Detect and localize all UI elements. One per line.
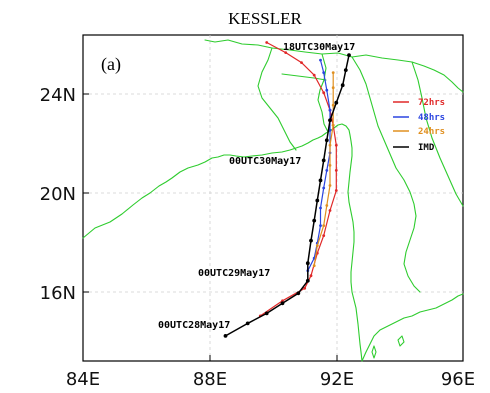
- track-point-24hrs-8: [331, 103, 335, 107]
- track-point-72hrs-3: [309, 274, 313, 278]
- track-point-imd-14: [334, 100, 339, 105]
- track-point-imd-11: [321, 158, 326, 163]
- track-point-imd-6: [305, 261, 310, 266]
- annotation-00utc30may17: 00UTC30May17: [229, 156, 301, 167]
- track-point-imd-9: [315, 198, 320, 203]
- track-point-72hrs-16: [265, 41, 269, 44]
- legend-24hrs-label: 24hrs: [418, 127, 445, 137]
- track-point-72hrs-15: [284, 51, 288, 54]
- track-point-imd-2: [264, 311, 269, 316]
- coastline-myanmar-south: [361, 293, 464, 362]
- track-point-imd-16: [343, 68, 348, 72]
- panel-label: (a): [101, 54, 121, 75]
- track-point-72hrs-8: [334, 169, 338, 172]
- track-point-72hrs-12: [322, 91, 326, 95]
- track-point-24hrs-4: [328, 184, 332, 187]
- inland-boundary-meghalaya: [281, 73, 327, 81]
- legend-72hrs-label: 72hrs: [418, 98, 445, 108]
- track-point-72hrs-9: [334, 143, 338, 147]
- x-tick-label-84e: 84E: [66, 369, 100, 390]
- x-tick-label-88e: 88E: [193, 369, 227, 390]
- track-point-24hrs-5: [328, 164, 332, 167]
- y-axis-ticks: 24N 20N 16N: [40, 85, 89, 304]
- forecast-tracks: [223, 41, 351, 338]
- track-point-imd-4: [296, 291, 301, 296]
- track-point-imd-17: [347, 53, 351, 57]
- track-point-72hrs-14: [300, 61, 303, 64]
- annotation-00utc28may17: 00UTC28May17: [158, 320, 230, 331]
- map-frame: [82, 34, 464, 362]
- track-point-72hrs-13: [312, 73, 316, 77]
- island-cheduba: [397, 335, 405, 347]
- track-point-imd-3: [280, 301, 285, 306]
- track-point-48hrs-9: [328, 108, 332, 112]
- x-tick-label-96e: 96E: [441, 369, 475, 390]
- track-point-48hrs-8: [328, 128, 332, 132]
- track-line-imd: [225, 54, 350, 337]
- track-point-imd-13: [328, 118, 332, 123]
- track-point-48hrs-10: [325, 88, 329, 92]
- track-point-48hrs-12: [319, 58, 322, 62]
- inland-boundary-bangladesh-east: [317, 53, 329, 133]
- track-point-24hrs-10: [331, 71, 335, 74]
- track-point-imd-1: [245, 321, 250, 326]
- track-point-24hrs-2: [322, 224, 326, 228]
- track-point-48hrs-11: [322, 71, 326, 74]
- track-point-72hrs-7: [334, 189, 338, 192]
- map-panel: (a) 18UTC30May17 00UTC30May17 00UTC29May…: [82, 34, 464, 362]
- annotation-00utc29may17: 00UTC29May17: [198, 268, 270, 279]
- track-point-72hrs-6: [328, 209, 332, 212]
- legend: 72hrs 48hrs 24hrs IMD: [393, 98, 445, 153]
- annotation-18utc30may17: 18UTC30May17: [283, 42, 355, 53]
- island-andaman: [371, 345, 377, 359]
- track-point-imd-0: [223, 334, 228, 338]
- track-point-imd-15: [340, 83, 345, 88]
- y-tick-label-24n: 24N: [40, 85, 76, 106]
- chart-title: KESSLER: [228, 9, 302, 28]
- track-point-imd-7: [309, 238, 313, 243]
- track-point-imd-12: [324, 138, 329, 143]
- gridlines: [83, 35, 463, 361]
- y-tick-label-16n: 16N: [40, 283, 76, 304]
- track-point-48hrs-4: [319, 206, 322, 210]
- inland-boundary-bangladesh-west: [257, 47, 297, 151]
- y-tick-label-20n: 20N: [40, 184, 76, 205]
- track-point-48hrs-5: [322, 186, 326, 190]
- track-point-24hrs-1: [315, 244, 319, 248]
- legend-imd-label: IMD: [418, 143, 435, 153]
- track-point-48hrs-6: [325, 169, 329, 172]
- x-axis-ticks: 84E 88E 92E 96E: [66, 355, 475, 390]
- track-point-48hrs-3: [319, 224, 322, 228]
- track-point-72hrs-5: [322, 234, 326, 238]
- track-point-24hrs-0: [312, 264, 316, 268]
- inland-boundary-myanmar-west: [351, 56, 421, 293]
- legend-48hrs-label: 48hrs: [418, 113, 445, 123]
- track-point-imd-10: [318, 178, 323, 183]
- track-point-imd-8: [312, 218, 317, 223]
- track-point-24hrs-9: [331, 86, 335, 90]
- track-point-24hrs-3: [325, 204, 329, 207]
- track-point-24hrs-6: [328, 143, 332, 147]
- track-point-72hrs-2: [303, 286, 307, 290]
- x-tick-label-92e: 92E: [320, 369, 354, 390]
- track-point-24hrs-7: [331, 123, 335, 127]
- track-point-imd-5: [305, 278, 310, 283]
- track-point-72hrs-1: [281, 299, 284, 303]
- inland-boundary-myanmar-east: [411, 61, 464, 207]
